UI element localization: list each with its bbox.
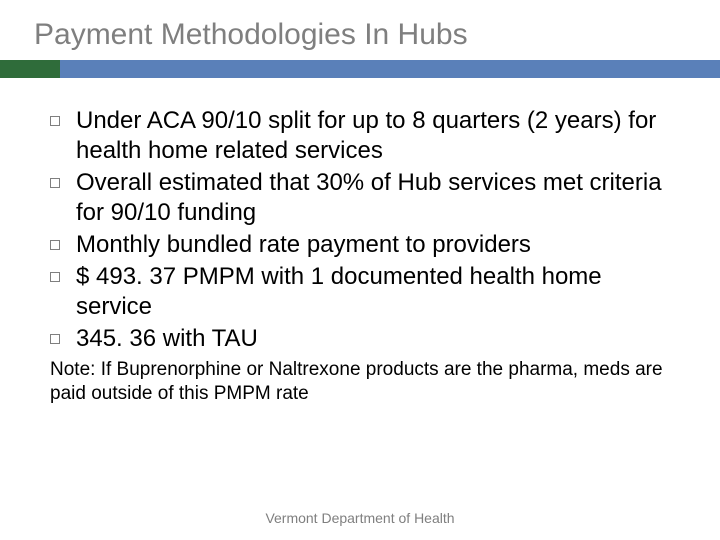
note-text: Note: If Buprenorphine or Naltrexone pro… — [50, 358, 680, 406]
bar-segment-blue — [60, 60, 720, 78]
list-item: 345. 36 with TAU — [50, 324, 680, 354]
slide: Payment Methodologies In Hubs Under ACA … — [0, 0, 720, 540]
content-area: Under ACA 90/10 split for up to 8 quarte… — [30, 106, 690, 406]
list-item: $ 493. 37 PMPM with 1 documented health … — [50, 262, 680, 322]
list-item: Overall estimated that 30% of Hub servic… — [50, 168, 680, 228]
slide-title: Payment Methodologies In Hubs — [34, 18, 690, 52]
bar-segment-green — [0, 60, 60, 78]
list-item: Monthly bundled rate payment to provider… — [50, 230, 680, 260]
bullet-list: Under ACA 90/10 split for up to 8 quarte… — [50, 106, 680, 354]
square-bullet-icon — [50, 178, 60, 188]
title-underline-bar — [0, 60, 720, 78]
bullet-text: Overall estimated that 30% of Hub servic… — [76, 168, 680, 228]
square-bullet-icon — [50, 272, 60, 282]
square-bullet-icon — [50, 116, 60, 126]
bullet-text: Monthly bundled rate payment to provider… — [76, 230, 680, 260]
square-bullet-icon — [50, 334, 60, 344]
footer-text: Vermont Department of Health — [0, 510, 720, 526]
bullet-text: $ 493. 37 PMPM with 1 documented health … — [76, 262, 680, 322]
square-bullet-icon — [50, 240, 60, 250]
list-item: Under ACA 90/10 split for up to 8 quarte… — [50, 106, 680, 166]
bullet-text: Under ACA 90/10 split for up to 8 quarte… — [76, 106, 680, 166]
bullet-text: 345. 36 with TAU — [76, 324, 680, 354]
